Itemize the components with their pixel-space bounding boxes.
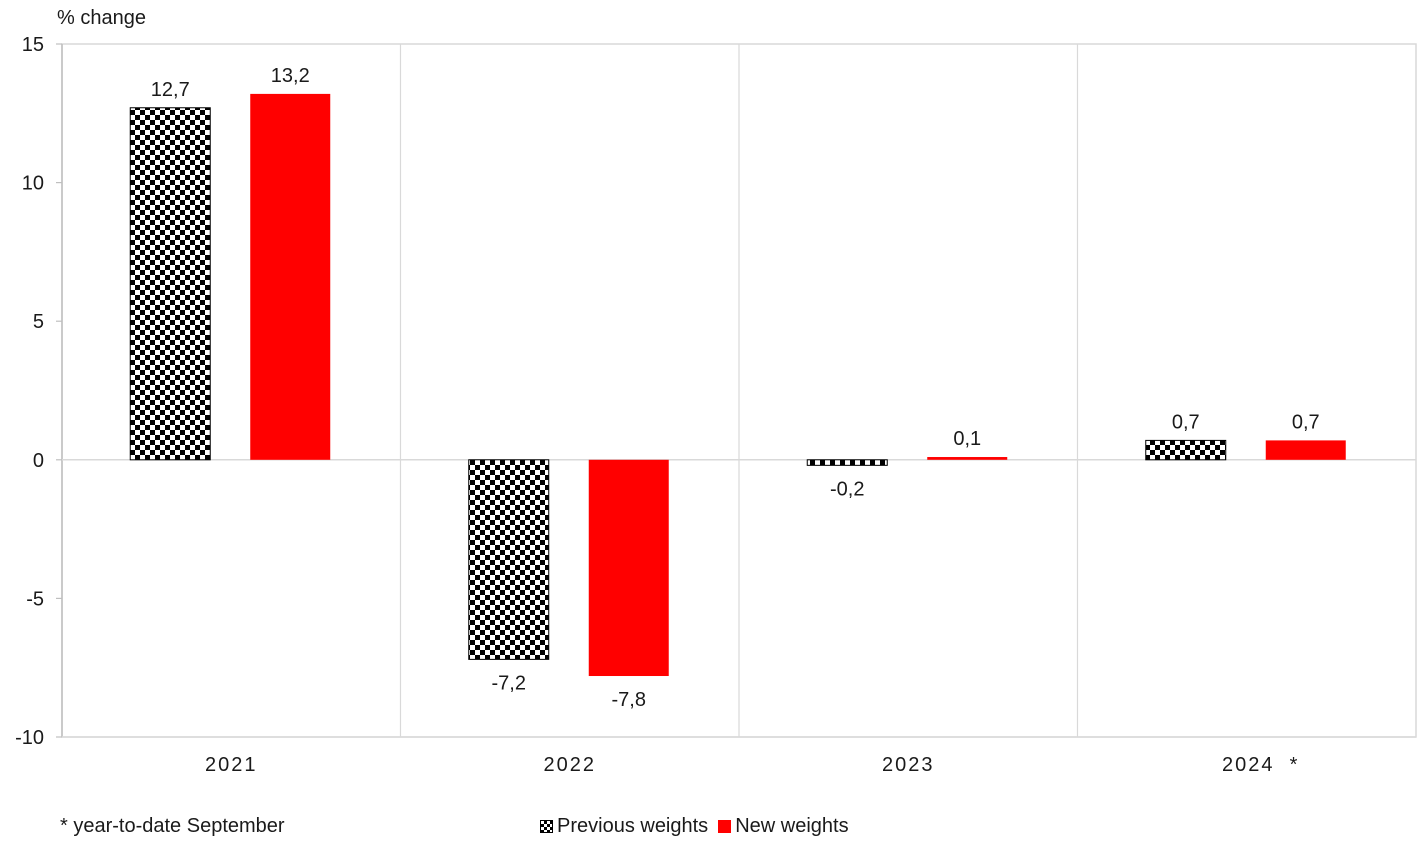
data-label: 12,7: [151, 79, 190, 101]
x-category-label: 2022: [544, 754, 597, 776]
legend-swatch-new: [718, 820, 732, 833]
data-label: 0,1: [953, 428, 981, 450]
data-label: -7,8: [612, 689, 646, 711]
legend: Previous weights New weights: [540, 815, 859, 838]
data-label: 13,2: [271, 65, 310, 87]
y-tick-label: 0: [33, 450, 44, 472]
legend-swatch-previous: [540, 820, 553, 833]
y-tick-label: -10: [15, 727, 44, 749]
y-tick-label: -5: [26, 588, 44, 610]
bar-previous-weights: [806, 459, 888, 466]
bar-previous-weights: [1145, 439, 1227, 461]
bar-previous-weights: [468, 459, 550, 660]
bar-new-weights: [588, 459, 669, 677]
legend-label-previous: Previous weights: [557, 815, 709, 837]
x-category-label: 2023: [882, 754, 935, 776]
y-tick-label: 15: [22, 34, 44, 56]
legend-item-new: New weights: [718, 815, 849, 838]
data-label: -7,2: [492, 672, 526, 694]
legend-item-previous: Previous weights: [540, 815, 708, 838]
bar-previous-weights: [129, 107, 211, 461]
data-label: 0,7: [1172, 411, 1200, 433]
bar-new-weights: [250, 93, 331, 460]
x-category-label: 2024 *: [1222, 754, 1299, 776]
y-axis-unit-label: % change: [57, 7, 146, 29]
data-label: 0,7: [1292, 411, 1320, 433]
footnote: * year-to-date September: [60, 815, 285, 837]
x-category-label: 2021: [205, 754, 258, 776]
y-tick-label: 5: [33, 311, 44, 333]
bar-new-weights: [927, 457, 1008, 460]
bar-new-weights: [1265, 440, 1346, 460]
y-tick-label: 10: [22, 173, 44, 195]
legend-label-new: New weights: [735, 815, 849, 837]
data-label: -0,2: [830, 478, 864, 500]
